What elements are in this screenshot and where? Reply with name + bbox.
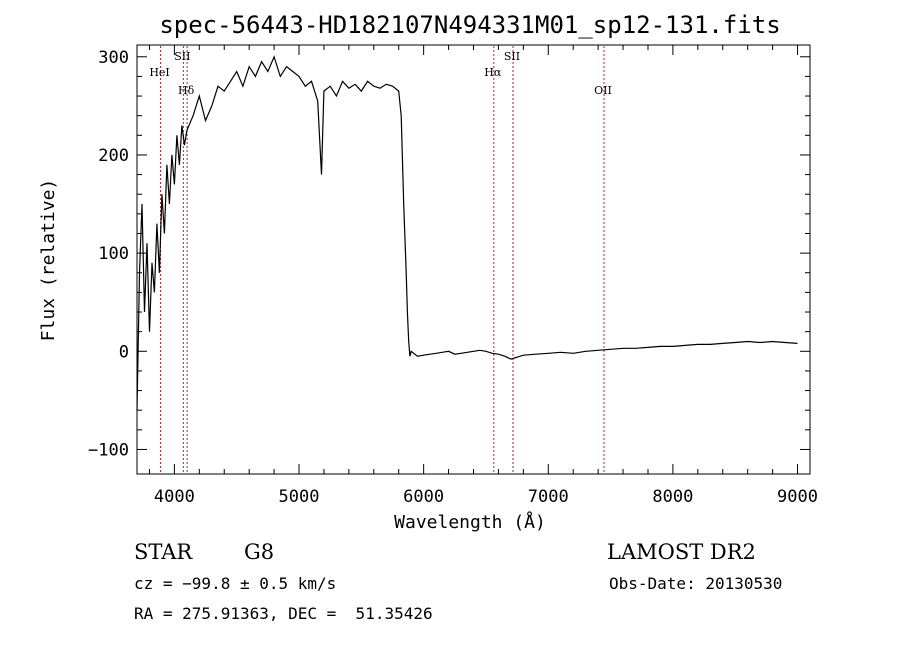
y-tick-label: 0 [119, 342, 129, 362]
plot-area [136, 46, 798, 473]
x-tick-label: 5000 [279, 487, 320, 507]
x-tick-label: 8000 [652, 487, 693, 507]
coordinates: RA = 275.91363, DEC = 51.35426 [134, 604, 433, 623]
chart-title: spec-56443-HD182107N494331M01_sp12-131.f… [159, 11, 780, 39]
spectral-line-label: Hδ [178, 84, 195, 97]
spectral-line-label: Hα [484, 66, 502, 79]
x-tick-label: 7000 [528, 487, 569, 507]
spectral-line-label: SII [174, 50, 190, 63]
redshift-text: cz = −99.8 ± 0.5 km/s [134, 574, 337, 593]
x-tick-label: 9000 [777, 487, 818, 507]
y-tick-label: 100 [98, 244, 129, 264]
spectral-line-label: HeI [149, 66, 169, 79]
object-subclass: G8 [244, 540, 275, 564]
spectral-line-label: OII [594, 84, 612, 97]
x-axis-label: Wavelength (Å) [394, 511, 546, 533]
x-tick-label: 4000 [154, 487, 195, 507]
y-axis-label: Flux (relative) [38, 179, 59, 342]
x-tick-label: 6000 [403, 487, 444, 507]
spectral-line-label: SII [504, 50, 520, 63]
obs-date: Obs-Date: 20130530 [609, 574, 783, 593]
survey-name: LAMOST DR2 [607, 540, 756, 564]
object-class: STAR [134, 540, 193, 564]
plot-frame [136, 44, 811, 475]
y-tick-label: −100 [88, 440, 129, 460]
y-tick-label: 200 [98, 146, 129, 166]
y-tick-label: 300 [98, 48, 129, 68]
spectrum-line [136, 55, 798, 411]
